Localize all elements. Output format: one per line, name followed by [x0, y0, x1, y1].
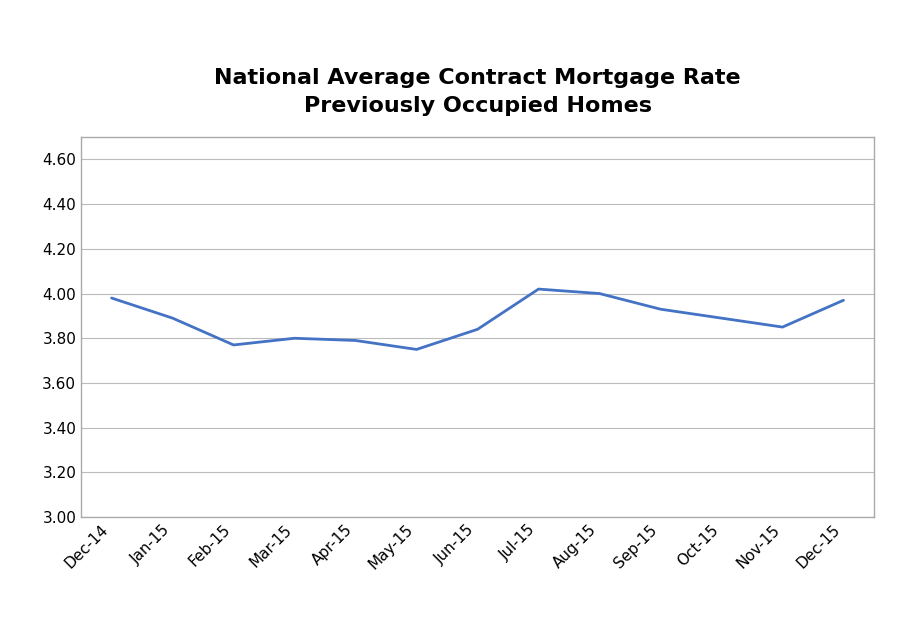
- Title: National Average Contract Mortgage Rate
Previously Occupied Homes: National Average Contract Mortgage Rate …: [214, 68, 741, 116]
